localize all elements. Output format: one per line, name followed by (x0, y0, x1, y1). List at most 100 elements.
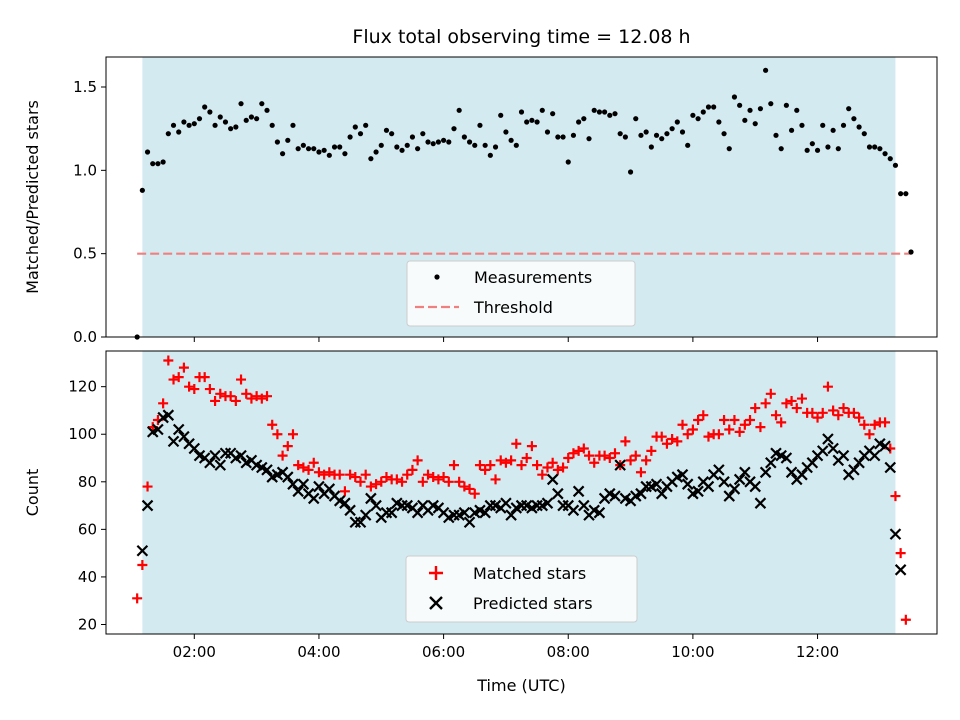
matched-stars-point (298, 462, 309, 473)
predicted-stars-point (178, 430, 190, 443)
matched-stars-point (464, 483, 475, 494)
x-tick-label: 12:00 (796, 643, 839, 661)
matched-stars-point (807, 407, 818, 418)
matched-stars-point (158, 398, 169, 409)
predicted-stars-point (739, 466, 751, 479)
measurements-point (155, 161, 161, 167)
measurements-point (685, 142, 691, 148)
matched-stars-point (293, 460, 304, 471)
measurements-point (254, 116, 260, 122)
matched-stars-point (132, 593, 143, 604)
measurements-point (544, 129, 551, 135)
matched-stars-point (423, 469, 434, 480)
measurements-point (165, 131, 171, 137)
predicted-stars-point (463, 516, 476, 529)
matched-stars-point (272, 429, 283, 440)
matched-stars-point (760, 398, 771, 409)
matched-stars-point (719, 414, 730, 425)
measurements-point (451, 126, 457, 132)
matched-stars-point (687, 424, 698, 435)
count-y-axis-label: Count (23, 469, 42, 517)
count-legend: Matched stars Predicted stars (405, 555, 638, 623)
matched-stars-point (895, 548, 906, 559)
measurements-point (368, 156, 374, 162)
measurements-point (466, 139, 473, 145)
matched-stars-point (210, 395, 221, 406)
matched-stars-point (308, 457, 319, 468)
predicted-stars-point (141, 499, 154, 512)
measurements-point (705, 104, 712, 110)
measurements-point (622, 134, 628, 140)
matched-stars-point (776, 417, 787, 428)
predicted-stars-point (879, 440, 891, 452)
matched-stars-point (521, 453, 532, 464)
predicted-stars-point (578, 499, 590, 512)
matched-stars-point (589, 457, 600, 468)
matched-stars-point (256, 393, 267, 404)
predicted-stars-point (868, 449, 881, 462)
measurements-point (477, 122, 483, 128)
measurements-point (212, 122, 218, 128)
matched-stars-point (287, 429, 298, 440)
matched-stars-point (900, 614, 911, 625)
measurements-point (456, 107, 462, 113)
ratio-panel: 0.0 0.5 1.0 1.5 Matched/Predicted stars Mea… (23, 56, 938, 346)
measurements-point (809, 141, 815, 147)
measurements-point (222, 119, 229, 125)
matched-stars-point (796, 393, 807, 404)
measurements-point (446, 139, 452, 145)
matched-stars-point (698, 410, 709, 421)
measurements-point (337, 144, 343, 150)
predicted-stars-point (894, 564, 907, 576)
measurements-point (763, 67, 769, 73)
predicted-stars-point (297, 478, 310, 490)
matched-stars-point (506, 455, 517, 466)
y-tick-label: 60 (78, 520, 97, 538)
matched-stars-point (661, 438, 672, 449)
matched-stars-point (864, 429, 875, 440)
predicted-stars-point (692, 485, 704, 498)
measurements-point (550, 111, 556, 117)
matched-stars-point (215, 388, 226, 399)
legend-matched-label: Matched stars (473, 564, 586, 583)
measurements-point (908, 249, 914, 255)
predicted-stars-point (593, 506, 606, 519)
x-tick-label: 02:00 (173, 643, 216, 661)
measurements-point (482, 142, 488, 148)
matched-stars-point (246, 393, 257, 404)
measurements-point (399, 147, 405, 153)
measurements-point (851, 116, 857, 122)
matched-stars-point (724, 424, 735, 435)
predicted-stars-point (167, 435, 180, 448)
measurements-point (513, 142, 519, 148)
measurements-point (326, 152, 332, 158)
predicted-stars-point (572, 485, 585, 498)
predicted-stars-point (204, 456, 216, 469)
measurements-point (415, 146, 421, 152)
predicted-stars-point (728, 483, 741, 495)
predicted-stars-point (837, 449, 850, 462)
measurements-point (716, 119, 722, 125)
matched-stars-point (500, 457, 511, 468)
measurements-point (638, 132, 644, 138)
measurements-point (440, 137, 447, 143)
x-tick-label: 10:00 (671, 643, 714, 661)
measurements-point (887, 156, 893, 162)
measurements-point (825, 144, 831, 150)
measurements-point (316, 149, 322, 155)
matched-stars-point (204, 384, 215, 395)
measurements-point (170, 122, 177, 128)
ratio-axes-frame (105, 56, 938, 338)
predicted-stars-point (505, 509, 517, 521)
predicted-stars-point (354, 516, 367, 529)
chart-title: Flux total observing time = 12.08 h (352, 26, 690, 48)
matched-stars-point (350, 472, 361, 483)
predicted-stars-point (567, 504, 580, 517)
matched-stars-point (516, 460, 527, 471)
predicted-stars-point (848, 464, 860, 476)
measurements-point (233, 124, 239, 130)
measurements-point (383, 127, 390, 133)
measurements-point (721, 131, 727, 137)
measurements-point (840, 122, 847, 128)
